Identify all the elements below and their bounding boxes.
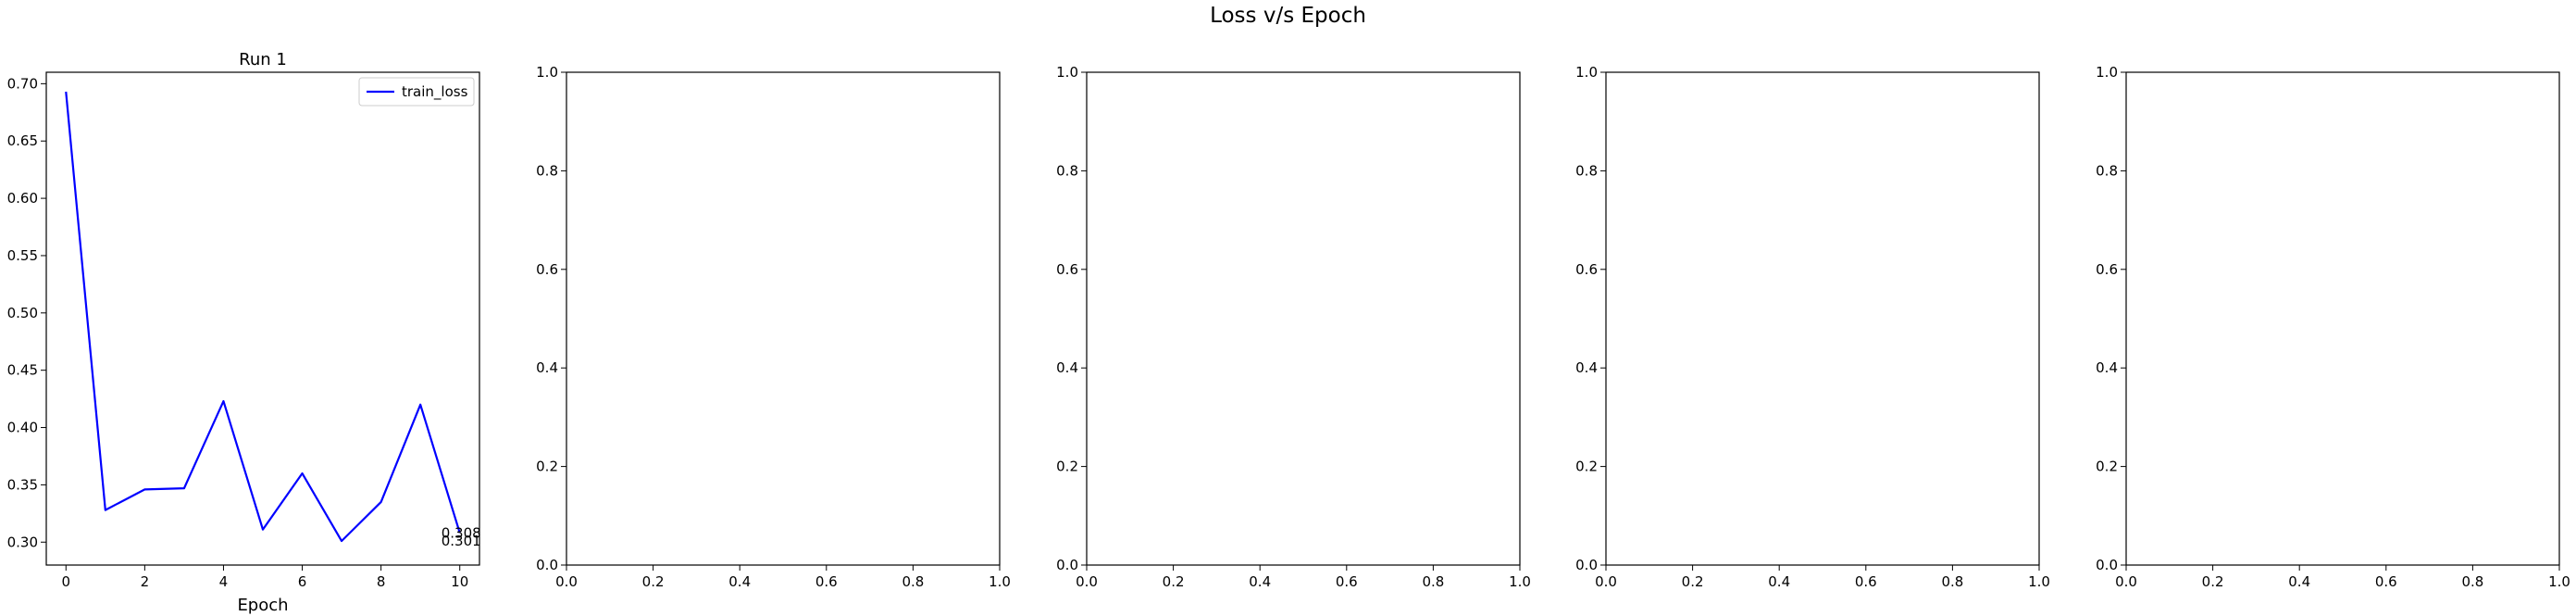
y-tick-label: 0.2 xyxy=(1575,459,1598,475)
data-label-1: 0.308 xyxy=(442,524,481,541)
x-tick-label: 0.8 xyxy=(902,573,924,590)
y-tick-label: 1.0 xyxy=(1056,64,1078,81)
x-axis-label: Epoch xyxy=(237,596,288,615)
legend: train_loss xyxy=(358,77,475,107)
legend-box xyxy=(358,77,475,107)
y-tick-label: 0.6 xyxy=(1056,261,1078,278)
x-tick-label: 0.4 xyxy=(728,573,751,590)
x-tick-label: 0.0 xyxy=(1595,573,1617,590)
y-tick-label: 0.55 xyxy=(7,247,38,264)
x-tick-label: 0.2 xyxy=(642,573,665,590)
x-tick-label: 0.6 xyxy=(2375,573,2397,590)
x-tick-label: 0.8 xyxy=(2461,573,2483,590)
y-tick-label: 0.2 xyxy=(1056,459,1078,475)
subplot-3: 0.0 0.2 0.4 0.6 0.8 1.0 0.0 0.2 0.4 0.6 0.8 1.0 xyxy=(1056,64,1531,590)
y-tick-label: 1.0 xyxy=(1575,64,1598,81)
x-tick-label: 0.8 xyxy=(1941,573,1963,590)
y-tick-label: 0.30 xyxy=(7,534,38,550)
x-tick-label: 0.2 xyxy=(1163,573,1185,590)
x-tick-label: 0.2 xyxy=(1682,573,1704,590)
y-tick-label: 0.0 xyxy=(536,557,558,573)
x-tick-label: 0.0 xyxy=(555,573,578,590)
axes-frame xyxy=(2125,71,2560,566)
x-tick-label: 1.0 xyxy=(1509,573,1531,590)
x-tick-label: 0.4 xyxy=(1768,573,1790,590)
y-tick-label: 0.4 xyxy=(536,359,558,376)
x-tick-label: 6 xyxy=(298,573,307,590)
x-tick-label: 0.0 xyxy=(1076,573,1098,590)
y-tick-label: 0.35 xyxy=(7,476,38,493)
y-tick-label: 0.6 xyxy=(1575,261,1598,278)
x-tick-label: 0.6 xyxy=(815,573,838,590)
y-tick-label: 0.0 xyxy=(1575,557,1598,573)
x-tick-label: 0.6 xyxy=(1855,573,1877,590)
subplot-4: 0.0 0.2 0.4 0.6 0.8 1.0 0.0 0.2 0.4 0.6 0.8 1.0 xyxy=(1575,64,2050,590)
y-tick-label: 0.50 xyxy=(7,305,38,321)
subplot-2: 0.0 0.2 0.4 0.6 0.8 1.0 0.0 0.2 0.4 0.6 0.8 1.0 xyxy=(536,64,1011,590)
figure-title: Loss v/s Epoch xyxy=(1210,4,1366,28)
y-tick-label: 1.0 xyxy=(2096,64,2118,81)
x-tick-label: 0 xyxy=(61,573,70,590)
y-tick-label: 0.8 xyxy=(1575,162,1598,179)
y-tick-label: 0.45 xyxy=(7,362,38,379)
x-tick-label: 1.0 xyxy=(2028,573,2050,590)
x-tick-label: 0.6 xyxy=(1336,573,1358,590)
y-tick-label: 1.0 xyxy=(536,64,558,81)
subplot-5: 0.0 0.2 0.4 0.6 0.8 1.0 0.0 0.2 0.4 0.6 0.8 1.0 xyxy=(2096,64,2570,590)
y-tick-label: 0.8 xyxy=(536,162,558,179)
x-tick-label: 1.0 xyxy=(989,573,1011,590)
x-tick-label: 0.4 xyxy=(2288,573,2310,590)
y-tick-label: 0.8 xyxy=(1056,162,1078,179)
y-tick-label: 0.2 xyxy=(2096,459,2118,475)
legend-label: train_loss xyxy=(402,83,468,101)
x-tick-label: 1.0 xyxy=(2548,573,2570,590)
x-tick-label: 0.4 xyxy=(1249,573,1271,590)
y-tick-label: 0.60 xyxy=(7,190,38,207)
axes-frame xyxy=(566,71,1001,566)
x-tick-label: 8 xyxy=(377,573,386,590)
y-tick-label: 0.70 xyxy=(7,75,38,92)
y-tick-label: 0.40 xyxy=(7,420,38,436)
y-tick-label: 0.0 xyxy=(2096,557,2118,573)
subplot-title: Run 1 xyxy=(239,50,287,69)
y-tick-label: 0.65 xyxy=(7,132,38,149)
y-tick-label: 0.2 xyxy=(536,459,558,475)
x-tick-label: 0.0 xyxy=(2115,573,2137,590)
y-tick-label: 0.4 xyxy=(2096,359,2118,376)
axes-frame xyxy=(45,71,480,566)
axes-frame xyxy=(1605,71,2040,566)
x-tick-label: 4 xyxy=(219,573,229,590)
y-tick-label: 0.0 xyxy=(1056,557,1078,573)
y-tick-label: 0.6 xyxy=(2096,261,2118,278)
y-tick-label: 0.8 xyxy=(2096,162,2118,179)
data-label-2: 0.301 xyxy=(442,533,481,549)
x-tick-label: 10 xyxy=(451,573,468,590)
y-tick-label: 0.4 xyxy=(1056,359,1078,376)
y-tick-label: 0.6 xyxy=(536,261,558,278)
y-tick-label: 0.4 xyxy=(1575,359,1598,376)
x-tick-label: 0.8 xyxy=(1422,573,1444,590)
x-tick-label: 0.2 xyxy=(2202,573,2224,590)
series-line-train_loss xyxy=(65,91,461,543)
x-tick-label: 2 xyxy=(141,573,150,590)
axes-frame xyxy=(1086,71,1521,566)
